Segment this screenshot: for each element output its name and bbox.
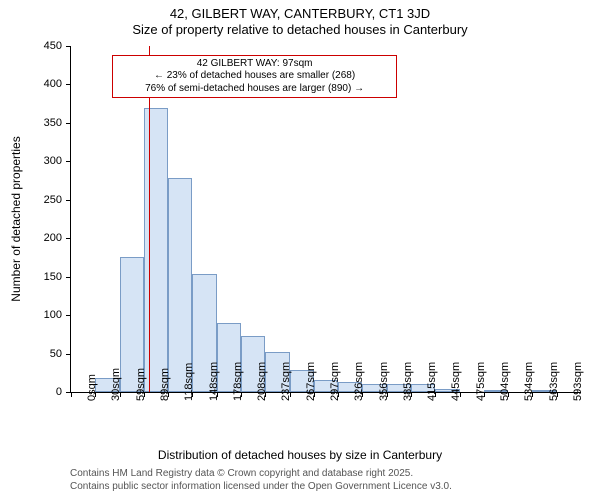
xtick-label: 208sqm (256, 362, 268, 401)
xtick-label: 30sqm (110, 368, 122, 401)
ytick-label: 250 (44, 194, 62, 206)
xtick-mark (71, 392, 72, 397)
histogram-bar (168, 178, 192, 392)
plot-area: 42 GILBERT WAY: 97sqm← 23% of detached h… (70, 46, 581, 393)
ytick-mark (66, 84, 71, 85)
credit-line-2: Contains public sector information licen… (70, 481, 452, 492)
ytick-label: 350 (44, 117, 62, 129)
ytick-label: 200 (44, 232, 62, 244)
xtick-label: 356sqm (378, 362, 390, 401)
xtick-label: 385sqm (402, 362, 414, 401)
ytick-mark (66, 161, 71, 162)
chart-title-main: 42, GILBERT WAY, CANTERBURY, CT1 3JD (0, 6, 600, 21)
xtick-label: 563sqm (548, 362, 560, 401)
x-axis-label: Distribution of detached houses by size … (0, 448, 600, 462)
ytick-mark (66, 123, 71, 124)
y-axis-label: Number of detached properties (9, 136, 23, 301)
chart-container: { "titles": { "main": "42, GILBERT WAY, … (0, 0, 600, 500)
ytick-label: 50 (50, 348, 62, 360)
xtick-label: 297sqm (329, 362, 341, 401)
xtick-label: 89sqm (159, 368, 171, 401)
xtick-label: 415sqm (426, 362, 438, 401)
annotation-line: ← 23% of detached houses are smaller (26… (117, 70, 393, 83)
ytick-mark (66, 354, 71, 355)
ytick-label: 400 (44, 78, 62, 90)
xtick-label: 59sqm (135, 368, 147, 401)
chart-title-sub: Size of property relative to detached ho… (0, 22, 600, 37)
xtick-label: 178sqm (232, 362, 244, 401)
xtick-label: 0sqm (86, 374, 98, 401)
ytick-label: 450 (44, 40, 62, 52)
xtick-label: 326sqm (353, 362, 365, 401)
xtick-label: 118sqm (183, 363, 195, 401)
ytick-mark (66, 315, 71, 316)
xtick-label: 593sqm (572, 362, 584, 401)
ytick-mark (66, 277, 71, 278)
xtick-label: 445sqm (450, 362, 462, 401)
xtick-label: 475sqm (475, 362, 487, 401)
ytick-label: 0 (56, 386, 62, 398)
ytick-mark (66, 46, 71, 47)
histogram-bar (144, 108, 168, 392)
annotation-box: 42 GILBERT WAY: 97sqm← 23% of detached h… (112, 55, 398, 99)
annotation-line: 42 GILBERT WAY: 97sqm (117, 58, 393, 71)
ytick-label: 150 (44, 271, 62, 283)
xtick-label: 148sqm (208, 362, 220, 401)
xtick-label: 237sqm (280, 362, 292, 401)
ytick-mark (66, 200, 71, 201)
ytick-label: 300 (44, 155, 62, 167)
xtick-label: 534sqm (523, 362, 535, 401)
ytick-label: 100 (44, 309, 62, 321)
annotation-line: 76% of semi-detached houses are larger (… (117, 83, 393, 96)
credit-line-1: Contains HM Land Registry data © Crown c… (70, 468, 413, 479)
ytick-mark (66, 238, 71, 239)
xtick-label: 267sqm (305, 362, 317, 401)
xtick-label: 504sqm (499, 362, 511, 401)
